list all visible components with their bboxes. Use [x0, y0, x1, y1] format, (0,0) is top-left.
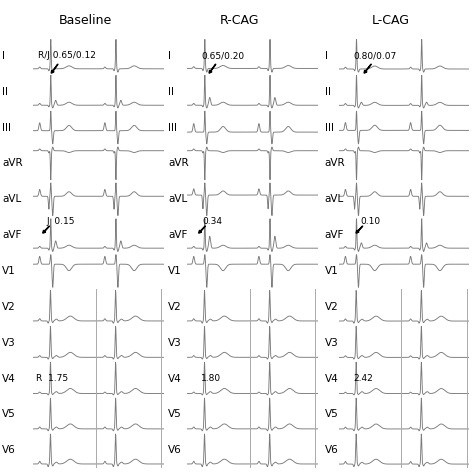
Text: I: I	[2, 51, 5, 61]
Text: Baseline: Baseline	[59, 14, 112, 27]
Text: 1.80: 1.80	[201, 374, 221, 383]
Text: III: III	[325, 123, 334, 132]
Text: III: III	[2, 123, 11, 132]
Text: V6: V6	[168, 446, 182, 455]
Text: R-CAG: R-CAG	[219, 14, 259, 27]
Text: 0.65/0.20: 0.65/0.20	[201, 52, 245, 61]
Text: V6: V6	[325, 446, 338, 455]
Text: aVL: aVL	[168, 194, 188, 204]
Text: II: II	[325, 87, 331, 96]
Text: 0.10: 0.10	[360, 217, 380, 226]
Text: V4: V4	[168, 374, 182, 384]
Text: II: II	[168, 87, 174, 96]
Text: V2: V2	[168, 302, 182, 312]
Text: V6: V6	[2, 446, 16, 455]
Text: V3: V3	[2, 338, 16, 348]
Text: V5: V5	[168, 410, 182, 420]
Text: aVF: aVF	[168, 230, 188, 240]
Text: V2: V2	[325, 302, 338, 312]
Text: V5: V5	[2, 410, 16, 420]
Text: aVR: aVR	[325, 158, 346, 168]
Text: R/J 0.65/0.12: R/J 0.65/0.12	[38, 52, 96, 61]
Text: aVR: aVR	[2, 158, 23, 168]
Text: V2: V2	[2, 302, 16, 312]
Text: V1: V1	[168, 266, 182, 276]
Text: 2.42: 2.42	[353, 374, 373, 383]
Text: V1: V1	[2, 266, 16, 276]
Text: aVR: aVR	[168, 158, 189, 168]
Text: V4: V4	[2, 374, 16, 384]
Text: J  0.15: J 0.15	[46, 217, 75, 226]
Text: I: I	[168, 51, 171, 61]
Text: V4: V4	[325, 374, 338, 384]
Text: aVF: aVF	[325, 230, 344, 240]
Text: L-CAG: L-CAG	[372, 14, 410, 27]
Text: V3: V3	[168, 338, 182, 348]
Text: V1: V1	[325, 266, 338, 276]
Text: R  1.75: R 1.75	[36, 374, 68, 383]
Text: V3: V3	[325, 338, 338, 348]
Text: III: III	[168, 123, 177, 132]
Text: V5: V5	[325, 410, 338, 420]
Text: aVL: aVL	[2, 194, 22, 204]
Text: I: I	[325, 51, 328, 61]
Text: aVL: aVL	[325, 194, 344, 204]
Text: II: II	[2, 87, 9, 96]
Text: aVF: aVF	[2, 230, 22, 240]
Text: 0.34: 0.34	[202, 217, 222, 226]
Text: 0.80/0.07: 0.80/0.07	[353, 52, 396, 61]
